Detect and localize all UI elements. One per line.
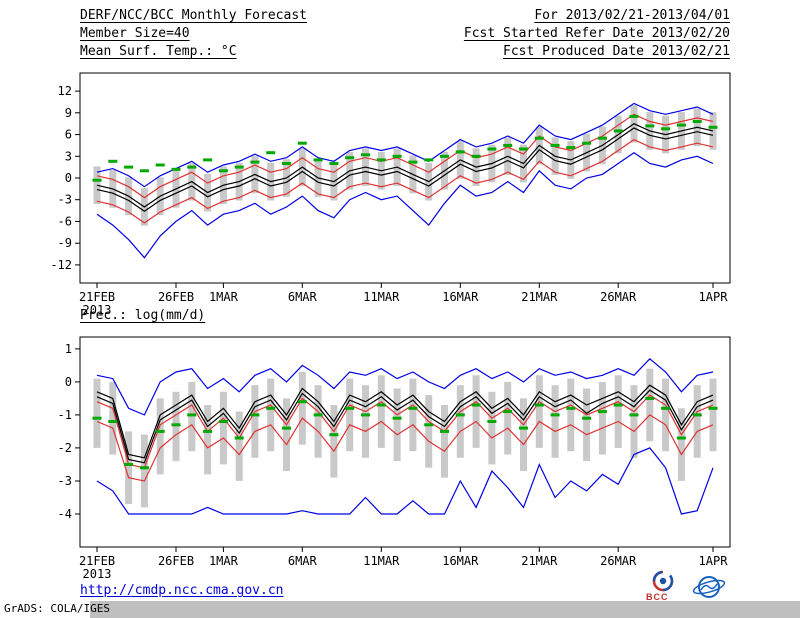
series-upper-quantile (96, 394, 714, 469)
x-tick-label: 1MAR (209, 554, 239, 568)
y-tick-label: 6 (65, 128, 72, 142)
y-tick-label: -4 (58, 507, 72, 521)
y-tick-label: 0 (65, 375, 72, 389)
x-tick-label: 1APR (699, 290, 729, 304)
series-ensemble-min (96, 151, 714, 259)
y-tick-label: -3 (58, 193, 72, 207)
x-tick-label: 21FEB (79, 554, 115, 568)
y-tick-label: -12 (50, 258, 72, 272)
x-tick-label: 21FEB (79, 290, 115, 304)
y-axis: -4 -3 -2 -1 0 1 (58, 342, 80, 521)
series-ensemble-mean (96, 384, 714, 459)
x-tick-label: 26MAR (600, 290, 637, 304)
bottom-gray-strip (90, 601, 800, 618)
header-row-2: Member Size=40 Fcst Started Refer Date 2… (80, 26, 730, 41)
y-tick-label: -3 (58, 474, 72, 488)
bcc-logo-icon (652, 570, 674, 592)
forecast-range: For 2013/02/21-2013/04/01 (534, 8, 730, 23)
y-tick-label: 1 (65, 342, 72, 356)
y-tick-label: 0 (65, 171, 72, 185)
y-axis: -12 -9 -6 -3 0 3 6 9 12 (50, 84, 80, 272)
x-tick-label: 11MAR (363, 290, 400, 304)
y-tick-label: -6 (58, 214, 72, 228)
y-tick-label: -2 (58, 441, 72, 455)
series-lower-quantile (96, 138, 714, 224)
series-ensemble-min (96, 447, 714, 515)
fcst-produced-date: Fcst Produced Date 2013/02/21 (503, 44, 730, 59)
header-row-1: DERF/NCC/BCC Monthly Forecast For 2013/0… (80, 8, 730, 23)
x-tick-year-label: 2013 (83, 303, 112, 317)
x-tick-label: 26FEB (158, 554, 194, 568)
bcc-logo-label: BCC (646, 592, 669, 602)
series-observation (92, 114, 718, 182)
fcst-start-date: Fcst Started Refer Date 2013/02/20 (463, 26, 730, 41)
y-tick-label: 3 (65, 149, 72, 163)
x-tick-label: 6MAR (288, 290, 318, 304)
temperature-chart: -12 -9 -6 -3 0 3 6 9 12 21FEB 2013 26FEB 1MAR 6MAR 11M… (50, 66, 750, 323)
series-lower-quantile (96, 414, 714, 482)
series-ensemble-spread-bar (93, 104, 717, 226)
series-observation (92, 396, 718, 470)
series-control-run (96, 127, 714, 213)
x-tick-label: 16MAR (442, 554, 479, 568)
series-ensemble-max (96, 102, 714, 188)
x-tick-label: 6MAR (288, 554, 318, 568)
source-url-link[interactable]: http://cmdp.ncc.cma.gov.cn (80, 583, 284, 598)
x-tick-label: 21MAR (521, 290, 558, 304)
member-size: Member Size=40 (80, 26, 190, 41)
y-tick-label: 12 (58, 84, 72, 98)
y-tick-label: 9 (65, 106, 72, 120)
series-ensemble-mean (96, 123, 714, 208)
precip-panel-title: Prec.: log(mm/d) (80, 308, 206, 323)
series-ensemble-spread-bar (93, 368, 717, 508)
plot-frame (79, 336, 731, 548)
x-tick-label: 26MAR (600, 554, 637, 568)
x-tick-year-label: 2013 (83, 567, 112, 581)
plot-title: DERF/NCC/BCC Monthly Forecast (80, 8, 307, 23)
series-ensemble-max (96, 357, 714, 416)
temperature-panel-title: Mean Surf. Temp.: °C (80, 44, 237, 59)
y-tick-label: -9 (58, 236, 72, 250)
series-upper-quantile (96, 113, 714, 199)
x-tick-label: 1MAR (209, 290, 239, 304)
header-row-3: Mean Surf. Temp.: °C Fcst Produced Date … (80, 44, 730, 59)
x-tick-label: 21MAR (521, 554, 558, 568)
cma-ncc-logo-icon (692, 576, 726, 598)
x-tick-label: 11MAR (363, 554, 400, 568)
y-tick-label: -1 (58, 408, 72, 422)
series-control-run (96, 389, 714, 464)
precipitation-chart: -4 -3 -2 -1 0 1 21FEB 2013 26FEB 1MAR 6MAR 11MAR 16M… (50, 330, 750, 587)
x-tick-label: 16MAR (442, 290, 479, 304)
x-tick-label: 26FEB (158, 290, 194, 304)
grads-credit: GrADS: COLA/IGES (4, 602, 110, 615)
x-tick-label: 1APR (699, 554, 729, 568)
